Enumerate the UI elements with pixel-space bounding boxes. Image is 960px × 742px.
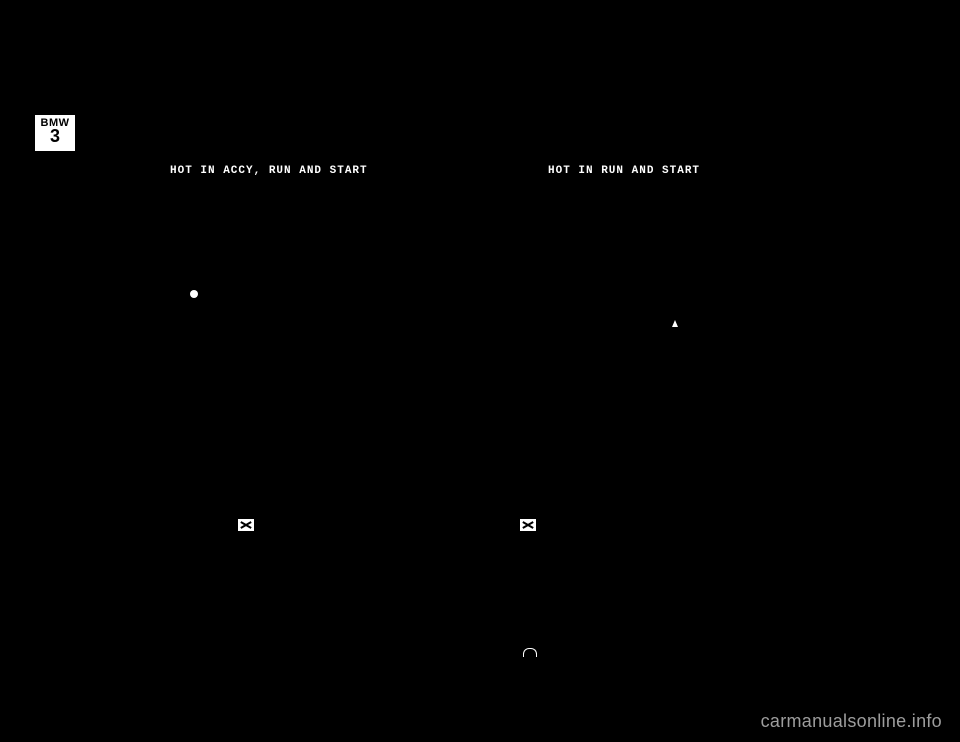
header-left: HOT IN ACCY, RUN AND START — [170, 165, 368, 177]
arrow-up-icon — [672, 320, 678, 327]
splice-symbol-right — [520, 519, 536, 531]
header-right: HOT IN RUN AND START — [548, 165, 700, 177]
model-badge: BMW 3 — [35, 115, 75, 151]
node-dot-left — [190, 290, 198, 298]
splice-symbol-left — [238, 519, 254, 531]
connector-icon — [523, 648, 537, 657]
watermark: carmanualsonline.info — [761, 711, 942, 732]
badge-model: 3 — [37, 127, 73, 145]
